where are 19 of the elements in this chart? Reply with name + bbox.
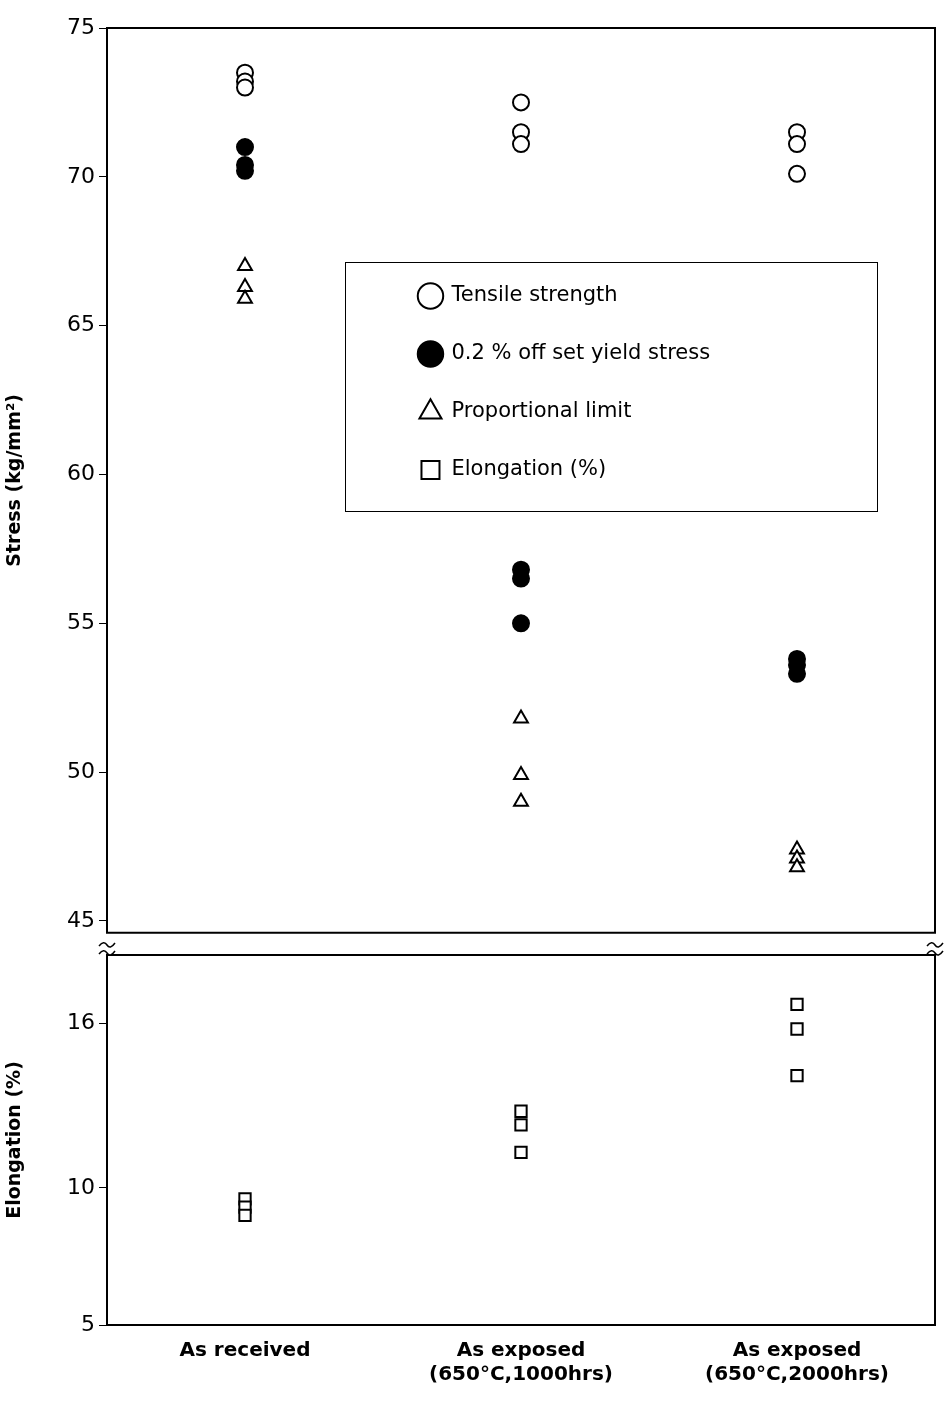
y-axis-title: Elongation (%) <box>2 1061 25 1219</box>
y-tick-label: 70 <box>67 162 95 188</box>
y-tick-label: 65 <box>67 311 95 337</box>
y-tick-label: 55 <box>67 608 95 634</box>
x-tick-label: As exposed (650°C,2000hrs) <box>705 1337 889 1386</box>
y-tick-label: 16 <box>67 1009 95 1035</box>
y-axis-title: Stress (kg/mm²) <box>2 394 25 567</box>
x-tick-label: As exposed (650°C,1000hrs) <box>429 1337 613 1386</box>
legend-label: Proportional limit <box>451 398 632 423</box>
y-tick-label: 5 <box>81 1310 95 1336</box>
legend-label: Tensile strength <box>450 282 618 307</box>
legend-label: Elongation (%) <box>451 456 607 481</box>
x-tick-label: As received <box>179 1337 311 1362</box>
legend-label: 0.2 % off set yield stress <box>451 340 711 365</box>
y-tick-label: 10 <box>67 1173 95 1199</box>
y-tick-label: 50 <box>67 757 95 783</box>
y-tick-label: 75 <box>67 13 95 39</box>
y-tick-label: 45 <box>67 906 95 932</box>
y-tick-label: 60 <box>67 460 95 486</box>
